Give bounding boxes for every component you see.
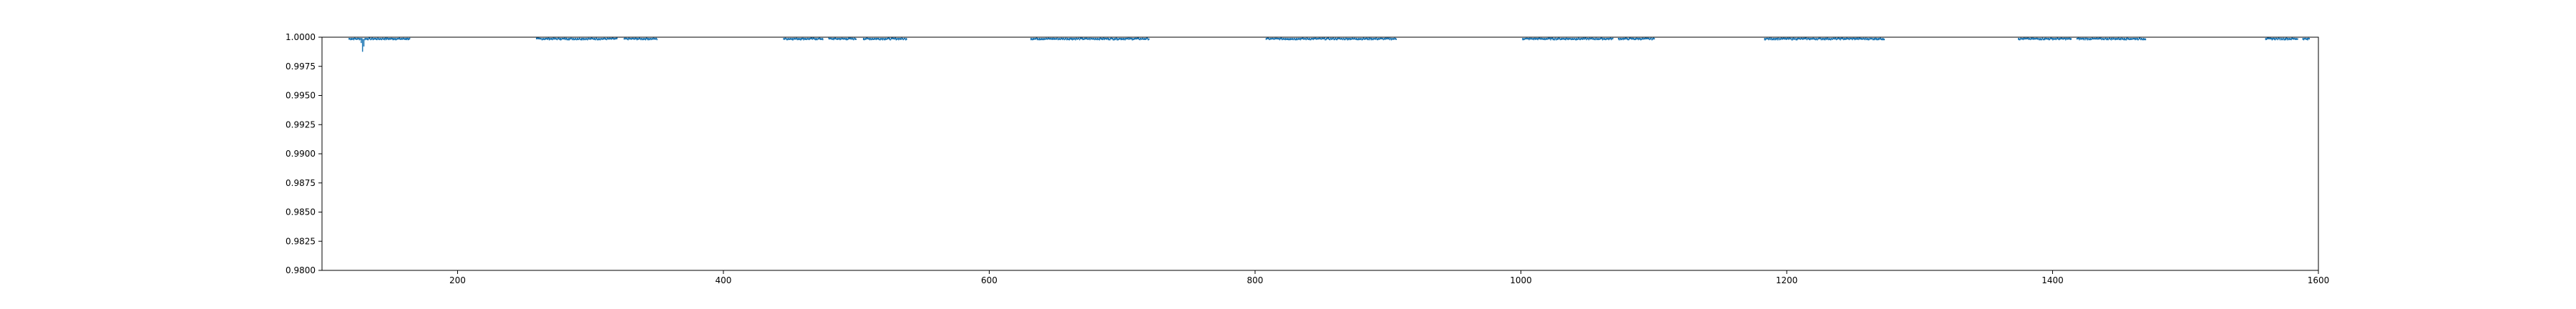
x-tick-label: 600	[981, 275, 997, 285]
data-segment	[364, 37, 411, 41]
y-tick-label: 0.9800	[286, 265, 316, 275]
y-tick-label: 0.9850	[286, 207, 316, 217]
y-tick-label: 0.9900	[286, 149, 316, 159]
y-axis: 0.9800 0.9825 0.9850 0.9875 0.9900 0.9925 0.99…	[286, 32, 322, 275]
y-tick-label: 0.9825	[286, 236, 316, 246]
y-tick-label: 1.0000	[286, 32, 316, 42]
y-tick-label: 0.9925	[286, 119, 316, 129]
x-tick-label: 800	[1247, 275, 1264, 285]
data-segment	[2265, 37, 2298, 41]
data-segment	[1030, 37, 1150, 41]
data-segment	[828, 37, 857, 41]
x-axis: 200 400 600 800 1000 1200 1400 1600	[449, 270, 2329, 285]
data-segment	[2076, 37, 2147, 41]
data-segment	[1618, 37, 1655, 41]
data-segment	[1522, 37, 1614, 41]
data-segment	[623, 37, 658, 41]
data-segment	[783, 37, 824, 41]
data-segment	[348, 37, 363, 41]
y-tick-label: 0.9975	[286, 62, 316, 72]
plot-area	[322, 37, 2318, 270]
x-tick-label: 200	[449, 275, 466, 285]
plot-frame	[321, 36, 2319, 271]
x-tick-label: 400	[716, 275, 732, 285]
y-tick-label: 0.9950	[286, 91, 316, 101]
data-marks	[348, 37, 2310, 52]
x-tick-label: 1200	[1776, 275, 1798, 285]
x-tick-label: 1600	[2308, 275, 2330, 285]
data-segment	[1265, 37, 1397, 41]
x-tick-label: 1400	[2041, 275, 2064, 285]
data-segment	[1764, 37, 1885, 41]
data-segment	[2302, 37, 2310, 41]
x-tick-label: 1000	[1510, 275, 1532, 285]
data-segment	[536, 37, 618, 41]
data-segment	[2018, 37, 2072, 41]
y-tick-label: 0.9875	[286, 178, 316, 188]
data-segment	[863, 37, 907, 41]
